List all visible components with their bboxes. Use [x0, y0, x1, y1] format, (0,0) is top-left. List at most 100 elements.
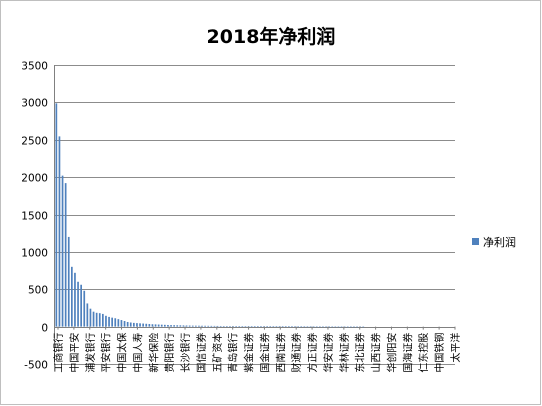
bar	[346, 326, 349, 328]
bar	[226, 326, 228, 327]
x-tick-label: 东北证券	[354, 333, 367, 373]
bar	[241, 326, 244, 327]
x-tick-label: 紫金证券	[243, 333, 256, 373]
bar	[108, 316, 110, 327]
bar	[337, 326, 340, 328]
bar	[179, 325, 182, 327]
bar	[229, 326, 231, 327]
bar	[64, 183, 67, 327]
bar	[356, 326, 358, 328]
bar	[95, 312, 98, 327]
gridlines	[54, 65, 455, 365]
y-tick-label: -500	[24, 360, 48, 372]
bar	[362, 326, 365, 328]
bar	[250, 326, 253, 327]
x-tick-label: 方正证券	[306, 333, 319, 373]
bar	[291, 326, 293, 328]
bar	[98, 313, 101, 327]
x-tick-label: 浦发银行	[84, 333, 97, 373]
bar	[294, 326, 296, 328]
x-tick-label: 华安证券	[322, 333, 335, 373]
x-tick-label: 华林证券	[338, 333, 351, 373]
bar	[164, 324, 166, 327]
bar	[114, 318, 117, 327]
bar	[315, 326, 318, 328]
bar	[325, 326, 327, 328]
bar	[244, 326, 247, 327]
bar	[151, 324, 154, 327]
x-tick-label: 太平洋	[449, 333, 462, 363]
bar	[80, 284, 82, 327]
bar	[263, 326, 265, 327]
x-tick-label: 新华保险	[147, 333, 160, 373]
bar	[331, 326, 334, 328]
x-tick-label: 工商银行	[52, 333, 65, 373]
bars	[55, 103, 365, 328]
bar	[213, 325, 216, 327]
bar	[105, 315, 107, 327]
bar	[288, 326, 290, 328]
x-tick-label: 西南证券	[274, 333, 287, 373]
x-axis: 工商银行 中国平安 浦发银行 平安银行 中国太保 中国人寿 新华保险 贵阳银行 长沙银行 国信证券…	[52, 326, 462, 373]
y-tick-label: 0	[41, 323, 48, 335]
bar	[67, 236, 70, 327]
bar	[340, 326, 343, 328]
bar	[328, 326, 330, 328]
bar	[269, 326, 272, 327]
bar	[312, 326, 315, 328]
bar	[272, 326, 275, 327]
legend: 净利润	[472, 235, 516, 249]
bar	[297, 326, 299, 328]
bar	[309, 326, 312, 328]
x-tick-label: 国海证券	[401, 333, 414, 373]
bar	[210, 325, 213, 327]
bar	[266, 326, 268, 327]
x-tick-label: 中国平安	[68, 333, 81, 373]
x-tick-label: 平安银行	[100, 333, 113, 373]
bar	[133, 322, 135, 327]
bar	[300, 326, 303, 328]
bar	[92, 311, 95, 327]
bar	[176, 325, 179, 327]
bar	[235, 326, 237, 327]
bar	[185, 325, 188, 327]
legend-label: 净利润	[483, 235, 516, 249]
y-axis: -500 0 500 1000 1500 2000 2500 3000 3500	[21, 61, 55, 372]
bar	[170, 325, 172, 327]
bar	[182, 325, 185, 327]
bar	[86, 303, 89, 327]
chart-title: 2018年净利润	[207, 25, 336, 48]
y-tick-label: 1500	[21, 211, 48, 223]
bar	[207, 325, 210, 327]
bar	[129, 322, 132, 327]
bar	[111, 317, 113, 327]
bar	[74, 272, 76, 327]
bar	[306, 326, 309, 328]
y-tick-label: 3000	[21, 98, 48, 110]
bar	[322, 326, 324, 328]
bar	[247, 326, 250, 327]
x-tick-label: 华创阳安	[386, 333, 399, 373]
bar	[148, 324, 151, 327]
bar	[284, 326, 287, 327]
bar	[89, 308, 92, 327]
x-tick-label: 青岛银行	[227, 333, 240, 373]
bar	[139, 323, 141, 327]
bar	[77, 281, 79, 327]
bar	[195, 325, 197, 327]
bar	[167, 324, 169, 327]
bar	[219, 325, 222, 327]
bar	[222, 326, 225, 327]
bar	[173, 325, 175, 327]
bar	[126, 321, 129, 327]
bar	[55, 103, 58, 327]
bar	[142, 323, 144, 327]
bar	[58, 136, 61, 327]
bar	[83, 290, 86, 327]
x-tick-label: 贵阳银行	[163, 333, 176, 373]
bar	[260, 326, 262, 327]
bar	[204, 325, 206, 327]
bar	[61, 175, 64, 327]
